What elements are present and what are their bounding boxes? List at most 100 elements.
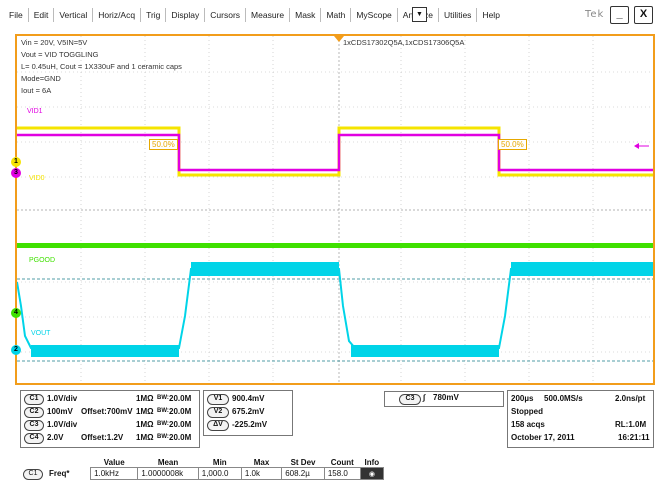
header-info: Info [364, 457, 380, 467]
ch4-ground-marker[interactable]: 4 [11, 308, 21, 318]
menu-item-vertical[interactable]: Vertical [54, 8, 94, 22]
minimize-button[interactable]: _ [610, 6, 629, 24]
threshold-label-left: 50.0% [149, 139, 178, 150]
vertical-row-c2[interactable]: C2 100mV Offset:700mV 1MΩ BW: 20.0M [21, 406, 199, 418]
meas-min: 1,000.0 [197, 467, 242, 480]
menu-item-edit[interactable]: Edit [29, 8, 55, 22]
vertical-scale: 1.0V/div [47, 394, 78, 403]
cursor-readout-panel[interactable]: V1 900.4mV V2 675.2mV ΔV -225.2mV [203, 390, 293, 436]
label-vid0: VID0 [29, 175, 45, 182]
menu-item-horiz-acq[interactable]: Horiz/Acq [93, 8, 142, 22]
meas-max: 1.0k [240, 467, 283, 480]
cursor-value: -225.2mV [232, 420, 268, 429]
meas-name: Freq* [49, 469, 70, 478]
table-row[interactable]: C1 Freq* 1.0kHz 1.0000008k 1,000.0 1.0k … [20, 467, 385, 480]
resolution: 2.0ns/pt [615, 394, 646, 403]
header-count: Count [330, 457, 354, 467]
menu-item-help[interactable]: Help [482, 10, 500, 20]
header-min: Min [212, 457, 227, 467]
cursor-row-3: ΔV -225.2mV [204, 419, 292, 431]
ch2-ground-marker[interactable]: 2 [11, 345, 21, 355]
waveform-display[interactable]: Vin = 20V, V5IN=5V Vout = VID TOGGLING L… [11, 34, 655, 385]
cursor-row-2: V2 675.2mV [204, 406, 292, 418]
annotation-inductor: L= 0.45uH, Cout = 1X330uF and 1 ceramic … [21, 62, 182, 71]
vertical-scale: 100mV [47, 407, 73, 416]
channel-tag: C3 [24, 420, 44, 431]
channel-tag: C4 [24, 433, 44, 444]
close-button[interactable]: X [634, 6, 653, 24]
label-vout: VOUT [31, 330, 51, 337]
header-stdev: St Dev [290, 457, 316, 467]
threshold-label-right: 50.0% [498, 139, 527, 150]
menu-dropdown-icon[interactable]: ▼ [412, 7, 427, 22]
menu-item-cursors[interactable]: Cursors [205, 8, 247, 22]
menu-item-measure[interactable]: Measure [246, 8, 291, 22]
annotation-vin: Vin = 20V, V5IN=5V [21, 38, 88, 47]
vertical-offset: Offset:700mV [81, 407, 133, 416]
channel-tag: C2 [24, 407, 44, 418]
header-mean: Mean [157, 457, 179, 467]
header-max: Max [253, 457, 270, 467]
meas-value: 1.0kHz [90, 467, 139, 480]
header-value: Value [103, 457, 125, 467]
bandwidth-limit: 20.0M [169, 433, 192, 442]
menu-item-utilities[interactable]: Utilities [439, 8, 478, 22]
date: October 17, 2011 [511, 433, 575, 442]
meas-count: 158.0 [323, 467, 361, 480]
bandwidth-limit: 20.0M [169, 407, 192, 416]
trigger-panel[interactable]: C3 ∫ 780mV [384, 391, 504, 407]
bandwidth-icon: BW: [157, 421, 169, 427]
menu-items: File Edit Vertical Horiz/Acq Trig Display Curs… [4, 8, 505, 22]
trigger-slope-icon: ∫ [423, 393, 426, 402]
horizontal-panel[interactable]: 200µs 500.0MS/s 2.0ns/pt Stopped 158 acq… [507, 390, 654, 448]
bandwidth-icon: BW: [157, 434, 169, 440]
ch3-ground-marker[interactable]: 3 [11, 168, 21, 178]
meas-mean: 1.0000008k [137, 467, 199, 480]
input-impedance: 1MΩ [136, 407, 154, 416]
trigger-channel-tag: C3 [399, 394, 421, 405]
vertical-row-c1[interactable]: C1 1.0V/div 1MΩ BW: 20.0M [21, 393, 199, 405]
label-pgood: PGOOD [29, 257, 56, 264]
meas-stdev: 608.2µ [281, 467, 325, 480]
menu-item-file[interactable]: File [4, 8, 29, 22]
brand-logo: Tek [585, 9, 605, 20]
trigger-level: 780mV [433, 393, 459, 402]
bandwidth-icon: BW: [157, 408, 169, 414]
menu-bar: File Edit Vertical Horiz/Acq Trig Display Curs… [0, 0, 660, 32]
measurement-table: Value Mean Min Max St Dev Count Info C1 … [20, 457, 385, 480]
timebase: 200µs [511, 394, 534, 403]
menu-item-mask[interactable]: Mask [290, 8, 322, 22]
bandwidth-icon: BW: [157, 395, 169, 401]
cursor-tag: V1 [207, 394, 229, 405]
time: 16:21:11 [618, 433, 650, 442]
vertical-offset: Offset:1.2V [81, 433, 124, 442]
acq-count: 158 acqs [511, 420, 545, 429]
vertical-row-c4[interactable]: C4 2.0V Offset:1.2V 1MΩ BW: 20.0M [21, 432, 199, 444]
cursor-row-1: V1 900.4mV [204, 393, 292, 405]
input-impedance: 1MΩ [136, 394, 154, 403]
annotation-mode: Mode=GND [21, 74, 61, 83]
menu-item-display[interactable]: Display [166, 8, 206, 22]
bandwidth-limit: 20.0M [169, 394, 192, 403]
ch1-ground-marker[interactable]: 1 [11, 157, 21, 167]
sample-rate: 500.0MS/s [544, 394, 583, 403]
vertical-row-c3[interactable]: C3 1.0V/div 1MΩ BW: 20.0M [21, 419, 199, 431]
measurement-panel[interactable]: Value Mean Min Max St Dev Count Info C1 … [20, 457, 385, 480]
cursor-tag: V2 [207, 407, 229, 418]
label-vid1: VID1 [27, 108, 43, 115]
meas-channel-tag: C1 [23, 468, 43, 480]
vertical-scale: 2.0V [47, 433, 64, 442]
channel-tag: C1 [24, 394, 44, 405]
menu-item-trig[interactable]: Trig [141, 8, 167, 22]
menu-item-math[interactable]: Math [321, 8, 352, 22]
menu-item-myscope[interactable]: MyScope [351, 8, 398, 22]
vertical-settings-panel[interactable]: C1 1.0V/div 1MΩ BW: 20.0M C2 100mV Offset:700mV… [20, 390, 200, 448]
waveform-graticule [17, 36, 653, 383]
acq-state: Stopped [511, 407, 543, 416]
cursor-value: 675.2mV [232, 407, 265, 416]
input-impedance: 1MΩ [136, 420, 154, 429]
vertical-scale: 1.0V/div [47, 420, 78, 429]
cursor-tag: ΔV [207, 420, 229, 431]
bandwidth-limit: 20.0M [169, 420, 192, 429]
info-icon[interactable]: ◉ [359, 467, 385, 480]
